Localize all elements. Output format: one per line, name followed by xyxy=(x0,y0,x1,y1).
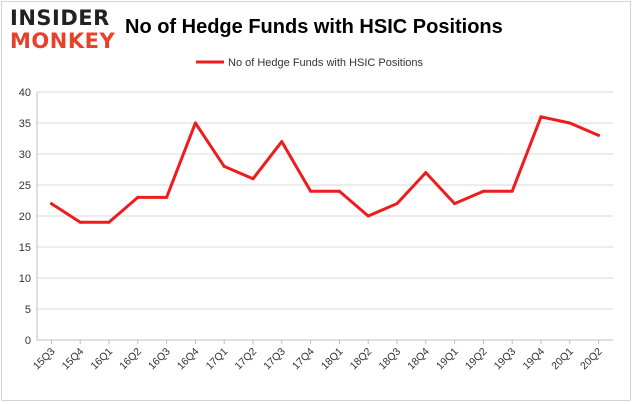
x-tick-label: 17Q2 xyxy=(232,346,259,373)
y-axis-ticks: 0 5 10 15 20 25 30 35 40 xyxy=(19,87,31,347)
y-tick-label: 35 xyxy=(19,118,31,130)
y-tick-label: 30 xyxy=(19,149,31,161)
gridlines xyxy=(36,91,613,341)
legend-label: No of Hedge Funds with HSIC Positions xyxy=(228,57,424,69)
data-point xyxy=(481,189,485,193)
y-tick-label: 20 xyxy=(19,211,31,223)
data-point xyxy=(193,121,197,125)
x-tick-label: 19Q2 xyxy=(463,346,490,373)
x-tick-label: 17Q3 xyxy=(261,346,288,373)
data-point xyxy=(453,202,457,206)
data-point xyxy=(309,189,313,193)
y-tick-label: 10 xyxy=(19,273,31,285)
x-axis-ticks: 15Q3 15Q4 16Q1 16Q2 16Q3 16Q4 17Q1 17Q2 17Q3 17Q4… xyxy=(31,340,605,372)
data-point xyxy=(510,189,514,193)
data-point xyxy=(49,202,53,206)
x-tick-label: 19Q4 xyxy=(520,346,547,373)
x-tick-label: 16Q1 xyxy=(88,346,115,373)
x-tick-label: 18Q2 xyxy=(348,346,375,373)
y-tick-label: 5 xyxy=(25,304,31,316)
x-tick-label: 18Q3 xyxy=(376,346,403,373)
data-point xyxy=(539,115,543,119)
data-point xyxy=(251,177,255,181)
x-tick-label: 19Q3 xyxy=(492,346,519,373)
data-point xyxy=(337,189,341,193)
logo-line2: MONKEY xyxy=(10,29,115,53)
x-tick-label: 18Q4 xyxy=(405,346,432,373)
data-point xyxy=(568,121,572,125)
data-point xyxy=(165,195,169,199)
x-tick-label: 17Q1 xyxy=(204,346,231,373)
x-tick-label: 15Q3 xyxy=(31,346,58,373)
legend: No of Hedge Funds with HSIC Positions xyxy=(196,57,424,69)
logo: INSIDER MONKEY xyxy=(10,6,115,53)
x-tick-label: 20Q1 xyxy=(549,346,576,373)
chart-title: No of Hedge Funds with HSIC Positions xyxy=(125,16,503,38)
series xyxy=(49,115,601,224)
data-point xyxy=(136,195,140,199)
data-point xyxy=(597,133,601,137)
data-point xyxy=(395,202,399,206)
data-point xyxy=(107,220,111,224)
y-tick-label: 25 xyxy=(19,180,31,192)
x-tick-label: 17Q4 xyxy=(290,346,317,373)
data-point xyxy=(222,164,226,168)
x-tick-label: 19Q1 xyxy=(434,346,461,373)
x-tick-label: 16Q2 xyxy=(117,346,144,373)
x-tick-label: 16Q3 xyxy=(146,346,173,373)
y-tick-label: 0 xyxy=(25,335,31,347)
y-tick-label: 40 xyxy=(19,87,31,99)
data-point xyxy=(280,140,284,144)
x-tick-label: 20Q2 xyxy=(578,346,605,373)
data-point xyxy=(78,220,82,224)
y-tick-label: 15 xyxy=(19,242,31,254)
logo-line1: INSIDER xyxy=(10,6,110,30)
x-tick-label: 16Q4 xyxy=(175,346,202,373)
data-point xyxy=(366,214,370,218)
data-point xyxy=(424,171,428,175)
x-tick-label: 15Q4 xyxy=(60,346,87,373)
x-tick-label: 18Q1 xyxy=(319,346,346,373)
series-line-0 xyxy=(50,115,600,224)
